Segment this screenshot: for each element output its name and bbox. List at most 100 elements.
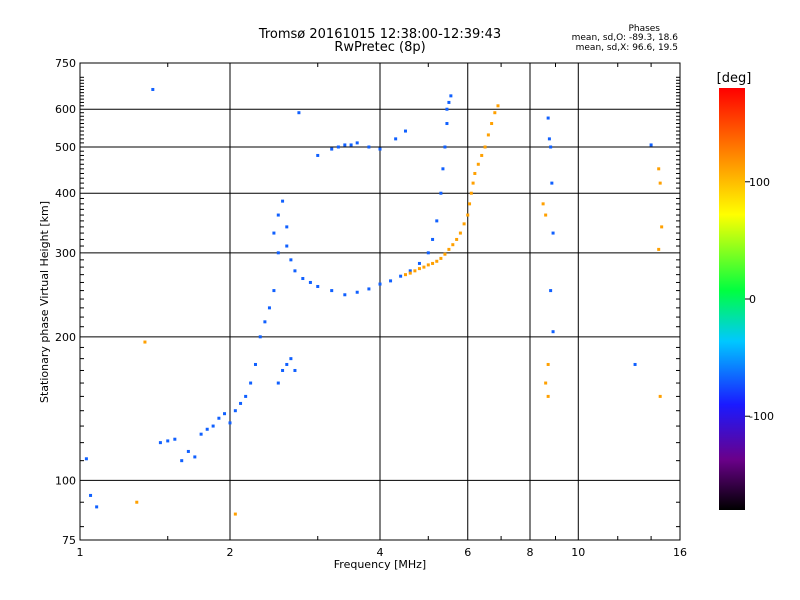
x-tick-label: 6: [464, 546, 471, 559]
data-point-o: [281, 368, 285, 372]
data-point-x: [544, 213, 548, 217]
data-point-x: [546, 362, 550, 366]
data-point-o: [95, 505, 99, 509]
data-point-o: [316, 153, 320, 157]
data-point-x: [490, 122, 494, 126]
data-point-x: [480, 153, 484, 157]
data-point-x: [541, 202, 545, 206]
data-point-o: [217, 416, 221, 420]
data-point-o: [445, 122, 449, 126]
data-point-o: [394, 137, 398, 141]
data-point-x: [483, 145, 487, 149]
data-point-x: [486, 133, 490, 137]
data-point-o: [285, 362, 289, 366]
colorbar-label: [deg]: [717, 71, 752, 86]
data-point-o: [281, 199, 285, 203]
data-point-o: [263, 320, 267, 324]
y-tick-label: 500: [55, 141, 76, 154]
data-point-x: [413, 269, 417, 273]
data-point-o: [180, 459, 184, 463]
data-point-o: [330, 289, 334, 293]
data-point-o: [186, 449, 190, 453]
data-point-o: [276, 251, 280, 255]
data-point-o: [443, 145, 447, 149]
x-tick-label: 8: [527, 546, 534, 559]
data-point-o: [336, 145, 340, 149]
x-tick-label: 4: [377, 546, 384, 559]
data-point-o: [272, 231, 276, 235]
data-point-o: [439, 191, 443, 195]
data-point-o: [447, 100, 451, 104]
phases-stats-x: mean, sd,X: 96.6, 19.5: [575, 43, 678, 53]
x-axis-label: Frequency [MHz]: [334, 558, 426, 571]
data-point-o: [301, 277, 305, 281]
data-point-x: [458, 231, 462, 235]
data-point-o: [293, 269, 297, 273]
data-point-o: [89, 493, 93, 497]
data-point-o: [367, 145, 371, 149]
data-point-o: [343, 143, 347, 147]
y-axis-label: Stationary phase Virtual Height [km]: [38, 201, 51, 403]
data-point-x: [496, 104, 500, 108]
data-point-o: [551, 330, 555, 334]
data-point-x: [657, 247, 661, 251]
y-tick-label: 75: [62, 534, 76, 547]
data-point-o: [267, 306, 271, 310]
data-point-o: [199, 432, 203, 436]
data-point-x: [546, 394, 550, 398]
data-point-o: [330, 147, 334, 151]
data-point-x: [660, 225, 664, 229]
data-point-o: [549, 145, 553, 149]
data-point-o: [549, 289, 553, 293]
data-point-x: [544, 381, 548, 385]
data-points: [84, 87, 664, 516]
data-point-o: [649, 143, 653, 147]
data-point-x: [473, 171, 477, 175]
data-point-x: [422, 265, 426, 269]
data-point-x: [657, 167, 661, 171]
data-point-o: [349, 143, 353, 147]
data-point-o: [285, 225, 289, 229]
data-point-x: [143, 340, 147, 344]
data-point-x: [443, 252, 447, 256]
data-point-o: [223, 412, 227, 416]
data-point-x: [469, 191, 473, 195]
y-tick-label: 200: [55, 331, 76, 344]
colorbar-tick-label: 100: [749, 176, 770, 189]
data-point-x: [417, 267, 421, 271]
phases-stats-o: mean, sd,O: -89.3, 18.6: [571, 33, 678, 43]
y-tick-label: 400: [55, 187, 76, 200]
data-point-x: [403, 273, 407, 277]
data-point-x: [493, 111, 497, 115]
chart-subtitle: RwPretec (8p): [334, 40, 426, 55]
data-point-o: [258, 335, 262, 339]
data-point-o: [426, 251, 430, 255]
data-point-o: [546, 116, 550, 120]
data-point-o: [205, 427, 209, 431]
colorbar-tick-label: -100: [749, 410, 774, 423]
data-point-o: [151, 87, 155, 91]
axis-ticks: 1 2 4 6 8 10 16 75 100 200 300 400 500 600 750: [55, 57, 687, 559]
x-tick-label: 2: [227, 546, 234, 559]
data-point-o: [367, 287, 371, 291]
data-point-x: [468, 202, 472, 206]
data-point-o: [355, 141, 359, 145]
data-point-o: [449, 94, 453, 98]
x-tick-label: 1: [77, 546, 84, 559]
data-point-o: [276, 213, 280, 217]
chart-title: Tromsø 20161015 12:38:00-12:39:43: [258, 27, 502, 42]
data-point-o: [378, 147, 382, 151]
data-point-o: [173, 437, 177, 441]
data-point-x: [455, 237, 459, 241]
data-point-o: [211, 424, 215, 428]
data-point-o: [378, 282, 382, 286]
data-point-o: [431, 237, 435, 241]
data-point-o: [441, 167, 445, 171]
data-point-o: [249, 381, 253, 385]
data-point-o: [158, 441, 162, 445]
data-point-x: [451, 243, 455, 247]
data-point-o: [84, 457, 88, 461]
data-point-x: [435, 259, 439, 263]
colorbar-tick-label: 0: [749, 293, 756, 306]
